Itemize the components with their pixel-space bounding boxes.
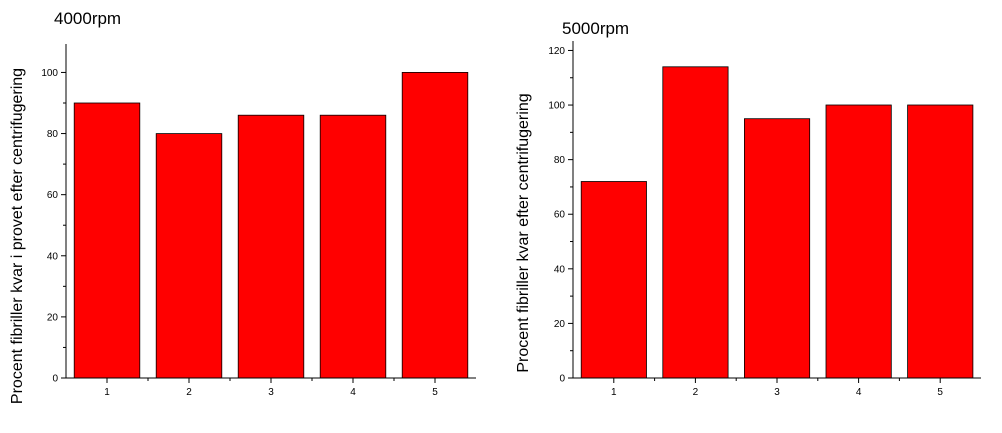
y-axis-label-4000rpm: Procent fibriller kvar i provet efter ce…	[9, 68, 26, 404]
y-tick-label-5000rpm-60: 60	[554, 210, 566, 221]
bar-5000rpm-4	[825, 104, 892, 379]
y-tick-label-5000rpm-40: 40	[554, 264, 566, 275]
plot-area-5000rpm: 0 20 40 60 80 100 120 1 2 3 4 5	[548, 41, 981, 398]
chart-4000rpm: 4000rpm Procent fibriller kvar i provet …	[9, 9, 476, 404]
x-tick-label-4000rpm-1: 1	[104, 387, 110, 398]
y-tick-label-4000rpm-60: 60	[47, 190, 59, 201]
x-tick-label-4000rpm-5: 5	[432, 387, 438, 398]
bar-5000rpm-1	[580, 181, 647, 379]
chart-5000rpm: 5000rpm Procent fibriller kvar efter cen…	[515, 19, 981, 398]
y-tick-label-5000rpm-80: 80	[554, 155, 566, 166]
chart-title-4000rpm: 4000rpm	[54, 9, 121, 28]
y-tick-label-5000rpm-100: 100	[548, 101, 565, 112]
bar-4000rpm-5	[401, 72, 469, 379]
x-tick-label-4000rpm-3: 3	[268, 387, 274, 398]
y-tick-label-4000rpm-0: 0	[52, 374, 58, 385]
y-tick-label-4000rpm-80: 80	[47, 129, 59, 140]
bar-5000rpm-2	[662, 66, 729, 379]
bar-4000rpm-4	[319, 114, 387, 379]
chart-title-5000rpm: 5000rpm	[562, 19, 629, 38]
y-axis-label-5000rpm: Procent fibriller kvar efter centrifuger…	[515, 93, 532, 372]
y-tick-label-4000rpm-100: 100	[41, 68, 58, 79]
x-tick-label-5000rpm-3: 3	[774, 387, 780, 398]
bar-5000rpm-5	[907, 104, 974, 379]
x-tick-label-4000rpm-4: 4	[350, 387, 356, 398]
bar-4000rpm-2	[155, 133, 223, 379]
x-tick-label-5000rpm-2: 2	[693, 387, 699, 398]
plot-area-4000rpm: 0 20 40 60 80 100 1 2 3 4 5	[41, 44, 476, 398]
y-tick-label-5000rpm-120: 120	[548, 46, 565, 57]
y-tick-label-5000rpm-20: 20	[554, 319, 566, 330]
x-tick-label-5000rpm-1: 1	[611, 387, 617, 398]
x-tick-label-5000rpm-5: 5	[937, 387, 943, 398]
x-tick-label-4000rpm-2: 2	[186, 387, 192, 398]
y-tick-label-4000rpm-20: 20	[47, 312, 59, 323]
bar-4000rpm-1	[73, 102, 141, 379]
y-tick-label-5000rpm-0: 0	[559, 374, 565, 385]
bar-4000rpm-3	[237, 114, 305, 379]
y-tick-label-4000rpm-40: 40	[47, 251, 59, 262]
x-tick-label-5000rpm-4: 4	[856, 387, 862, 398]
bar-5000rpm-3	[744, 118, 811, 379]
